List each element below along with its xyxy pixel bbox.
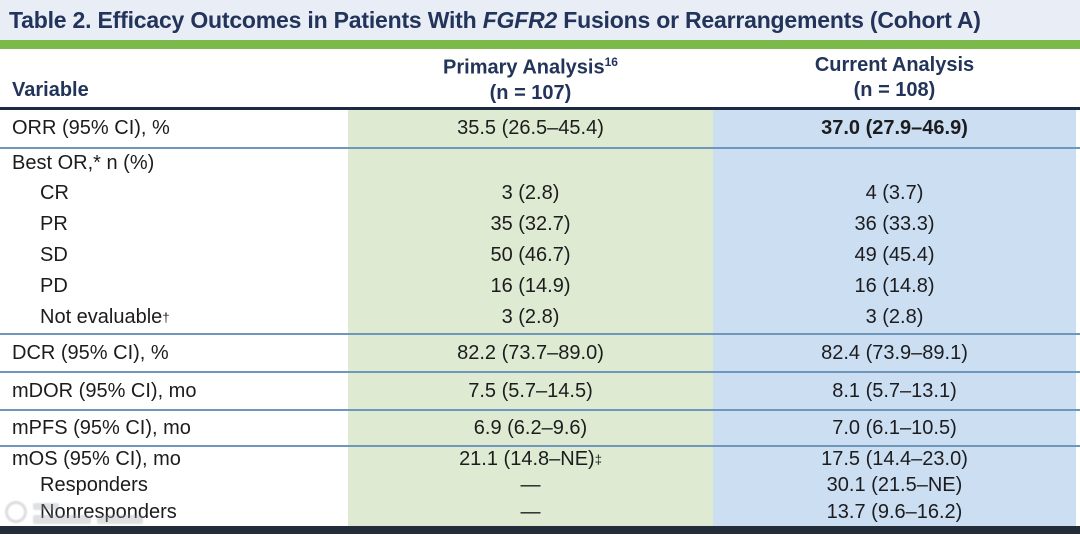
current-value: 36 (33.3) <box>713 209 1076 240</box>
table-row-orr: ORR (95% CI), % 35.5 (26.5–45.4) 37.0 (2… <box>0 110 1080 147</box>
row-label: CR <box>0 178 348 209</box>
row-label: Not evaluable † <box>0 302 348 333</box>
reference-superscript: 16 <box>604 55 618 70</box>
row-label: PD <box>0 271 348 302</box>
right-edge-spacer <box>1076 49 1080 107</box>
primary-value: 35.5 (26.5–45.4) <box>348 110 713 147</box>
table-bottom-border <box>0 526 1080 534</box>
table-title: Table 2. Efficacy Outcomes in Patients W… <box>9 6 981 33</box>
row-label: mPFS (95% CI), mo <box>0 411 348 445</box>
gene-name-italic: FGFR2 <box>482 6 558 33</box>
green-accent-bar <box>0 40 1080 49</box>
row-label: ORR (95% CI), % <box>0 110 348 147</box>
current-value <box>713 149 1076 178</box>
table-row-nonresponders: Nonresponders — 13.7 (9.6–16.2) <box>0 499 1080 526</box>
primary-value: 3 (2.8) <box>348 302 713 333</box>
current-value: 3 (2.8) <box>713 302 1076 333</box>
column-header-variable: Variable <box>12 79 89 101</box>
primary-value: 3 (2.8) <box>348 178 713 209</box>
current-value: 16 (14.8) <box>713 271 1076 302</box>
current-value: 7.0 (6.1–10.5) <box>713 411 1076 445</box>
header-current-analysis-cell: Current Analysis (n = 108) <box>713 49 1076 107</box>
header-variable-cell: Variable <box>0 49 348 107</box>
table-row-not-evaluable: Not evaluable † 3 (2.8) 3 (2.8) <box>0 302 1080 333</box>
row-label: PR <box>0 209 348 240</box>
header-divider <box>0 107 1080 110</box>
primary-value: 82.2 (73.7–89.0) <box>348 335 713 371</box>
column-header-current-n: (n = 108) <box>853 79 936 101</box>
current-value: 82.4 (73.9–89.1) <box>713 335 1076 371</box>
table-row-mpfs: mPFS (95% CI), mo 6.9 (6.2–9.6) 7.0 (6.1… <box>0 409 1080 445</box>
row-label: DCR (95% CI), % <box>0 335 348 371</box>
column-header-primary: Primary Analysis16 <box>443 55 618 79</box>
current-value: 13.7 (9.6–16.2) <box>713 499 1076 526</box>
column-header-current: Current Analysis <box>814 54 975 76</box>
table-row-sd: SD 50 (46.7) 49 (45.4) <box>0 240 1080 271</box>
table-row-best-or: Best OR,* n (%) <box>0 147 1080 178</box>
current-value: 37.0 (27.9–46.9) <box>713 110 1076 147</box>
primary-value: — <box>348 472 713 499</box>
table-title-band: Table 2. Efficacy Outcomes in Patients W… <box>0 0 1080 40</box>
primary-value: 6.9 (6.2–9.6) <box>348 411 713 445</box>
column-header-primary-n: (n = 107) <box>489 81 572 104</box>
primary-value: 7.5 (5.7–14.5) <box>348 373 713 409</box>
primary-value <box>348 149 713 178</box>
row-label: SD <box>0 240 348 271</box>
primary-value: 21.1 (14.8–NE) ‡ <box>348 447 713 472</box>
table-row-dcr: DCR (95% CI), % 82.2 (73.7–89.0) 82.4 (7… <box>0 333 1080 371</box>
current-value: 8.1 (5.7–13.1) <box>713 373 1076 409</box>
row-label: Best OR,* n (%) <box>0 149 348 178</box>
table-row-responders: Responders — 30.1 (21.5–NE) <box>0 472 1080 499</box>
primary-value: 35 (32.7) <box>348 209 713 240</box>
table-row-mos: mOS (95% CI), mo 21.1 (14.8–NE) ‡ 17.5 (1… <box>0 445 1080 472</box>
row-label: mOS (95% CI), mo <box>0 447 348 472</box>
current-value: 17.5 (14.4–23.0) <box>713 447 1076 472</box>
primary-value: 50 (46.7) <box>348 240 713 271</box>
row-label: Responders <box>0 472 348 499</box>
table-row-pr: PR 35 (32.7) 36 (33.3) <box>0 209 1080 240</box>
current-value: 4 (3.7) <box>713 178 1076 209</box>
table-row-pd: PD 16 (14.9) 16 (14.8) <box>0 271 1080 302</box>
current-value: 30.1 (21.5–NE) <box>713 472 1076 499</box>
primary-value: 16 (14.9) <box>348 271 713 302</box>
row-label: mDOR (95% CI), mo <box>0 373 348 409</box>
header-primary-analysis-cell: Primary Analysis16 (n = 107) <box>348 49 713 107</box>
table-row-mdor: mDOR (95% CI), mo 7.5 (5.7–14.5) 8.1 (5.… <box>0 371 1080 409</box>
current-value: 49 (45.4) <box>713 240 1076 271</box>
table-header-row: Variable Primary Analysis16 (n = 107) Cu… <box>0 49 1080 107</box>
row-label: Nonresponders <box>0 499 348 526</box>
primary-value: — <box>348 499 713 526</box>
table-row-cr: CR 3 (2.8) 4 (3.7) <box>0 178 1080 209</box>
